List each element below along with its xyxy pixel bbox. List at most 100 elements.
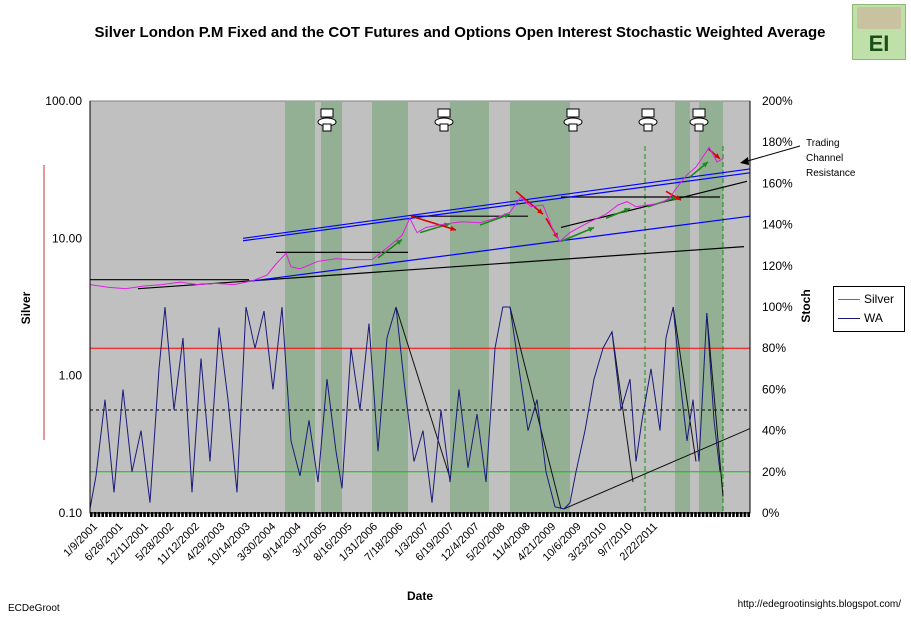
y-right-tick-label: 60%	[762, 382, 786, 396]
x-tick-mark	[424, 512, 427, 517]
x-tick-mark	[705, 512, 709, 517]
x-tick-mark	[561, 512, 564, 517]
arrow-head	[504, 213, 510, 219]
x-tick-mark	[660, 512, 663, 517]
toilet-base	[568, 123, 578, 132]
x-tick-mark	[287, 512, 291, 517]
x-tick-mark	[97, 512, 101, 517]
x-tick-mark	[131, 512, 135, 517]
x-tick-mark	[481, 512, 484, 517]
stoch-trend-line	[563, 428, 751, 510]
y-right-tick-label: 160%	[762, 176, 793, 190]
toilet-icon	[689, 108, 709, 132]
x-tick-mark	[196, 512, 199, 517]
x-tick-mark	[295, 512, 298, 517]
x-tick-mark	[698, 512, 701, 517]
x-tick-mark	[508, 512, 511, 517]
blog-url[interactable]: http://edegrootinsights.blogspot.com/	[737, 599, 901, 610]
x-tick-mark	[242, 512, 245, 517]
trend-line	[137, 246, 745, 290]
series-line-silver	[89, 146, 724, 290]
annotation-arrow-line	[743, 145, 801, 163]
x-tick-mark	[534, 512, 538, 517]
toilet-tank	[566, 108, 580, 118]
x-tick-mark	[405, 512, 408, 517]
x-tick-mark	[523, 512, 526, 517]
x-tick-mark	[736, 512, 739, 517]
x-tick-mark	[477, 512, 481, 517]
arrow-head	[537, 208, 543, 215]
arrow-head	[624, 208, 630, 213]
toilet-tank	[692, 108, 706, 118]
x-tick-mark	[352, 512, 355, 517]
x-tick-mark	[181, 512, 184, 517]
x-tick-mark	[257, 512, 260, 517]
x-tick-mark	[553, 512, 557, 517]
x-tick-mark	[124, 512, 127, 517]
legend-swatch-silver	[838, 298, 860, 300]
x-tick-mark	[185, 512, 188, 517]
y-left-tick-label: 0.10	[59, 506, 83, 520]
x-tick-mark	[496, 512, 500, 517]
x-tick-mark	[743, 512, 747, 517]
x-tick-mark	[713, 512, 716, 517]
x-tick-mark	[492, 512, 496, 517]
y-left-tick-label: 100.00	[45, 94, 82, 108]
arrow-line	[515, 190, 544, 215]
x-tick-mark	[530, 512, 534, 517]
x-tick-mark	[466, 512, 469, 517]
annotation-trading-channel: Trading Channel Resistance	[806, 138, 856, 179]
x-tick-mark	[188, 512, 192, 517]
shaded-period	[675, 101, 690, 513]
x-tick-mark	[454, 512, 458, 517]
arrow-head	[675, 195, 681, 201]
x-tick-mark	[652, 512, 655, 517]
x-tick-mark	[318, 512, 321, 517]
x-tick-mark	[648, 512, 652, 517]
x-tick-mark	[439, 512, 443, 517]
stoch-trend-line	[706, 313, 724, 497]
y-left-tick-label: 10.00	[52, 231, 82, 245]
x-tick-mark	[382, 512, 386, 517]
x-tick-mark	[591, 512, 595, 517]
x-tick-mark	[90, 512, 93, 517]
x-tick-mark	[489, 512, 492, 517]
x-tick-mark	[500, 512, 503, 517]
y-right-axis-title: Stoch	[799, 289, 813, 322]
x-tick-mark	[679, 512, 682, 517]
x-tick-mark	[378, 512, 382, 517]
trend-line	[242, 215, 751, 283]
x-tick-mark	[690, 512, 693, 517]
x-tick-mark	[682, 512, 686, 517]
y-right-tick-label: 200%	[762, 94, 793, 108]
stoch-trend-line	[672, 306, 697, 462]
x-tick-mark	[527, 512, 530, 517]
x-tick-mark	[238, 512, 241, 517]
x-tick-mark	[447, 512, 450, 517]
logo: EI	[852, 4, 906, 60]
legend-entry-silver: Silver	[838, 290, 894, 308]
toilet-tank	[641, 108, 655, 118]
x-tick-mark	[348, 512, 351, 517]
x-tick-mark	[101, 512, 104, 517]
x-tick-mark	[283, 512, 287, 517]
arrow-head	[702, 161, 708, 168]
toilet-tank	[437, 108, 451, 118]
x-tick-mark	[192, 512, 196, 517]
stoch-trend-line	[395, 306, 451, 479]
x-tick-mark	[701, 512, 705, 517]
trend-line	[242, 172, 751, 242]
annotation-arrow-head	[740, 157, 749, 165]
y-left-axis-title: Silver	[19, 291, 33, 324]
logo-image-icon	[857, 7, 901, 29]
x-tick-mark	[150, 512, 154, 517]
x-tick-mark	[663, 512, 667, 517]
x-tick-mark	[671, 512, 674, 517]
x-tick-mark	[610, 512, 614, 517]
x-tick-mark	[394, 512, 397, 517]
x-tick-mark	[603, 512, 606, 517]
x-tick-mark	[709, 512, 712, 517]
plot-area	[89, 100, 751, 514]
x-tick-mark	[633, 512, 636, 517]
x-tick-mark	[120, 512, 123, 517]
